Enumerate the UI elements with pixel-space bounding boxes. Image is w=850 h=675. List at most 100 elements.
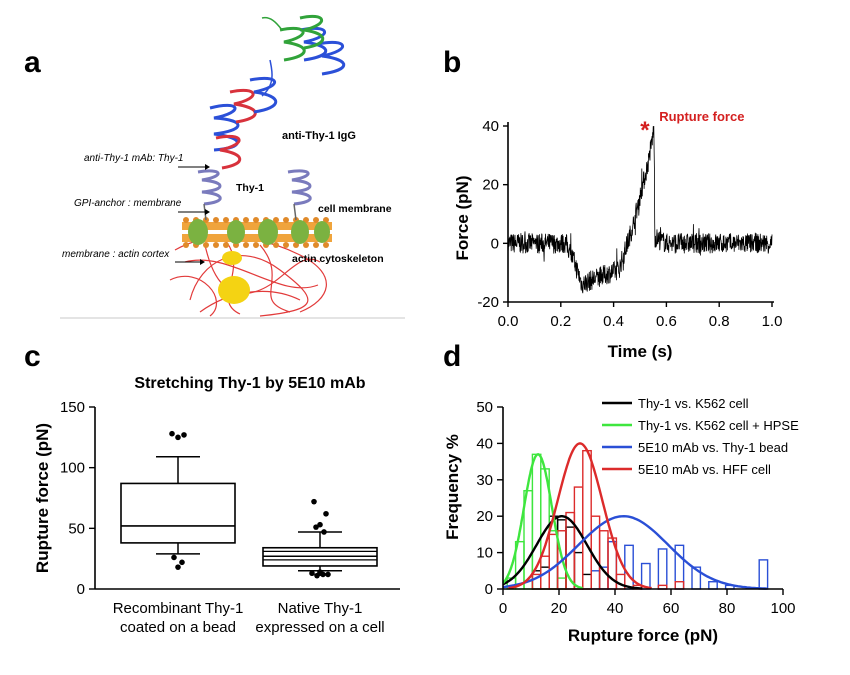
gaussian-fit-curve: [508, 442, 652, 590]
antibody-igg: [209, 14, 346, 170]
label-thy1: Thy-1: [236, 182, 264, 194]
panel-letter-a: a: [24, 46, 41, 79]
legend-label: 5E10 mAb vs. HFF cell: [638, 462, 771, 477]
y-tick-label: 50: [476, 399, 493, 416]
panel-letter-d: d: [443, 340, 462, 373]
outlier-point: [175, 564, 181, 570]
x-axis-label: Rupture force (pN): [568, 626, 718, 645]
outlier-point: [325, 571, 331, 578]
outlier-point: [317, 570, 323, 577]
x-tick-label: 0.0: [498, 313, 519, 330]
x-tick-label: 0.2: [550, 313, 571, 330]
histogram-bar: [556, 577, 567, 590]
y-axis-label: Frequency %: [443, 434, 462, 540]
histogram-bar: [582, 449, 592, 590]
category-label: Native Thy-1: [278, 600, 363, 617]
y-tick-label: 0: [491, 235, 499, 252]
y-tick-label: 40: [476, 435, 493, 452]
y-axis-label: Rupture force (pN): [33, 423, 52, 573]
y-tick-label: 50: [68, 520, 85, 537]
category-label: expressed on a cell: [255, 619, 384, 636]
y-tick-label: 100: [60, 460, 85, 477]
histogram-bar: [548, 533, 559, 590]
histogram-bar: [548, 530, 559, 590]
x-tick-label: 0.6: [656, 313, 677, 330]
label-actin-cytoskeleton: actin cytoskeleton: [292, 253, 384, 265]
thy1-protein-left: [197, 169, 222, 221]
y-tick-label: 40: [482, 118, 499, 135]
rupture-force-annotation: Rupture force: [659, 109, 744, 124]
histogram-bar: [657, 548, 668, 590]
legend-label: Thy-1 vs. K562 cell: [638, 396, 749, 411]
x-tick-label: 0: [499, 600, 507, 617]
histogram-bar: [674, 581, 685, 590]
panel-letter-b: b: [443, 46, 462, 79]
x-tick-label: 60: [663, 600, 680, 617]
outlier-point: [313, 524, 319, 530]
histogram-bar: [598, 530, 609, 590]
actin-cortex-blob-small: [222, 251, 242, 265]
y-tick-label: 10: [476, 545, 493, 562]
gaussian-fit-curve: [502, 453, 583, 590]
label-gpi-anchor: GPI-anchor : membrane: [74, 198, 182, 209]
arrowhead-mab: [205, 164, 210, 170]
x-tick-label: 40: [607, 600, 624, 617]
x-tick-label: 20: [551, 600, 568, 617]
outlier-point: [181, 432, 187, 438]
thy1-protein-right: [287, 169, 312, 221]
arrowhead-gpi: [205, 209, 210, 215]
histogram-bar: [573, 486, 584, 590]
panel-b-force-trace: -20 0 20 40 0.0 0.2 0.4 0.6 0.8 1.0 Time (s) Force …: [453, 109, 782, 361]
category-label: coated on a bead: [120, 619, 236, 636]
gaussian-fit-curve: [502, 515, 643, 590]
x-tick-label: 1.0: [762, 313, 783, 330]
y-tick-label: 0: [485, 581, 493, 598]
arrowhead-membrane-actin: [200, 259, 205, 265]
outlier-point: [321, 529, 327, 535]
panel-d-histogram: 0 10 20 30 40 50 0 20 40 60 80 100 Rupture force (pN…: [443, 396, 799, 645]
histogram-bar: [708, 581, 718, 590]
outlier-point: [171, 554, 177, 561]
legend-label: Thy-1 vs. K562 cell + HPSE: [638, 418, 799, 433]
y-tick-label: 20: [476, 508, 493, 525]
lipid-bilayer: [182, 217, 332, 248]
outlier-point: [175, 434, 181, 441]
histogram-bar: [573, 551, 584, 590]
label-anti-thy1-igg: anti-Thy-1 IgG: [282, 130, 356, 142]
y-tick-label: 30: [476, 472, 493, 489]
y-axis-label: Force (pN): [453, 176, 472, 261]
y-tick-label: -20: [477, 294, 499, 311]
panel-c-boxplot: Stretching Thy-1 by 5E10 mAb 0 50 100 150 Rup…: [33, 375, 400, 636]
outlier-point: [309, 570, 315, 577]
label-mab-thy1: anti-Thy-1 mAb: Thy-1: [84, 153, 183, 164]
y-tick-label: 0: [77, 581, 85, 598]
panel-letter-c: c: [24, 340, 41, 373]
panel-a-schematic: anti-Thy-1 IgG anti-Thy-1 mAb: Thy-1 Thy…: [60, 14, 405, 319]
outlier-point: [169, 430, 175, 437]
legend-label: 5E10 mAb vs. Thy-1 bead: [638, 440, 788, 455]
x-tick-label: 100: [770, 600, 795, 617]
x-tick-label: 0.4: [603, 313, 624, 330]
force-trace-line: [507, 125, 773, 294]
category-label: Recombinant Thy-1: [113, 600, 244, 617]
rupture-marker: *: [640, 117, 650, 144]
histogram-bar: [582, 573, 592, 590]
actin-filaments: [169, 236, 327, 317]
outlier-point: [179, 559, 185, 566]
y-tick-label: 150: [60, 399, 85, 416]
chart-title: Stretching Thy-1 by 5E10 mAb: [134, 375, 365, 392]
histogram-bar: [624, 544, 634, 590]
histogram-bar: [590, 570, 601, 590]
gaussian-fit-curve: [502, 514, 767, 590]
label-membrane-actin: membrane : actin cortex: [62, 249, 170, 260]
y-tick-label: 20: [482, 177, 499, 194]
outlier-point: [311, 498, 317, 505]
box-iqr: [120, 482, 236, 544]
histogram-bar: [758, 559, 769, 590]
x-tick-label: 0.8: [709, 313, 730, 330]
label-cell-membrane: cell membrane: [318, 203, 392, 215]
outlier-point: [323, 510, 329, 517]
x-axis-label: Time (s): [608, 342, 673, 361]
actin-cortex-blob: [218, 276, 250, 304]
